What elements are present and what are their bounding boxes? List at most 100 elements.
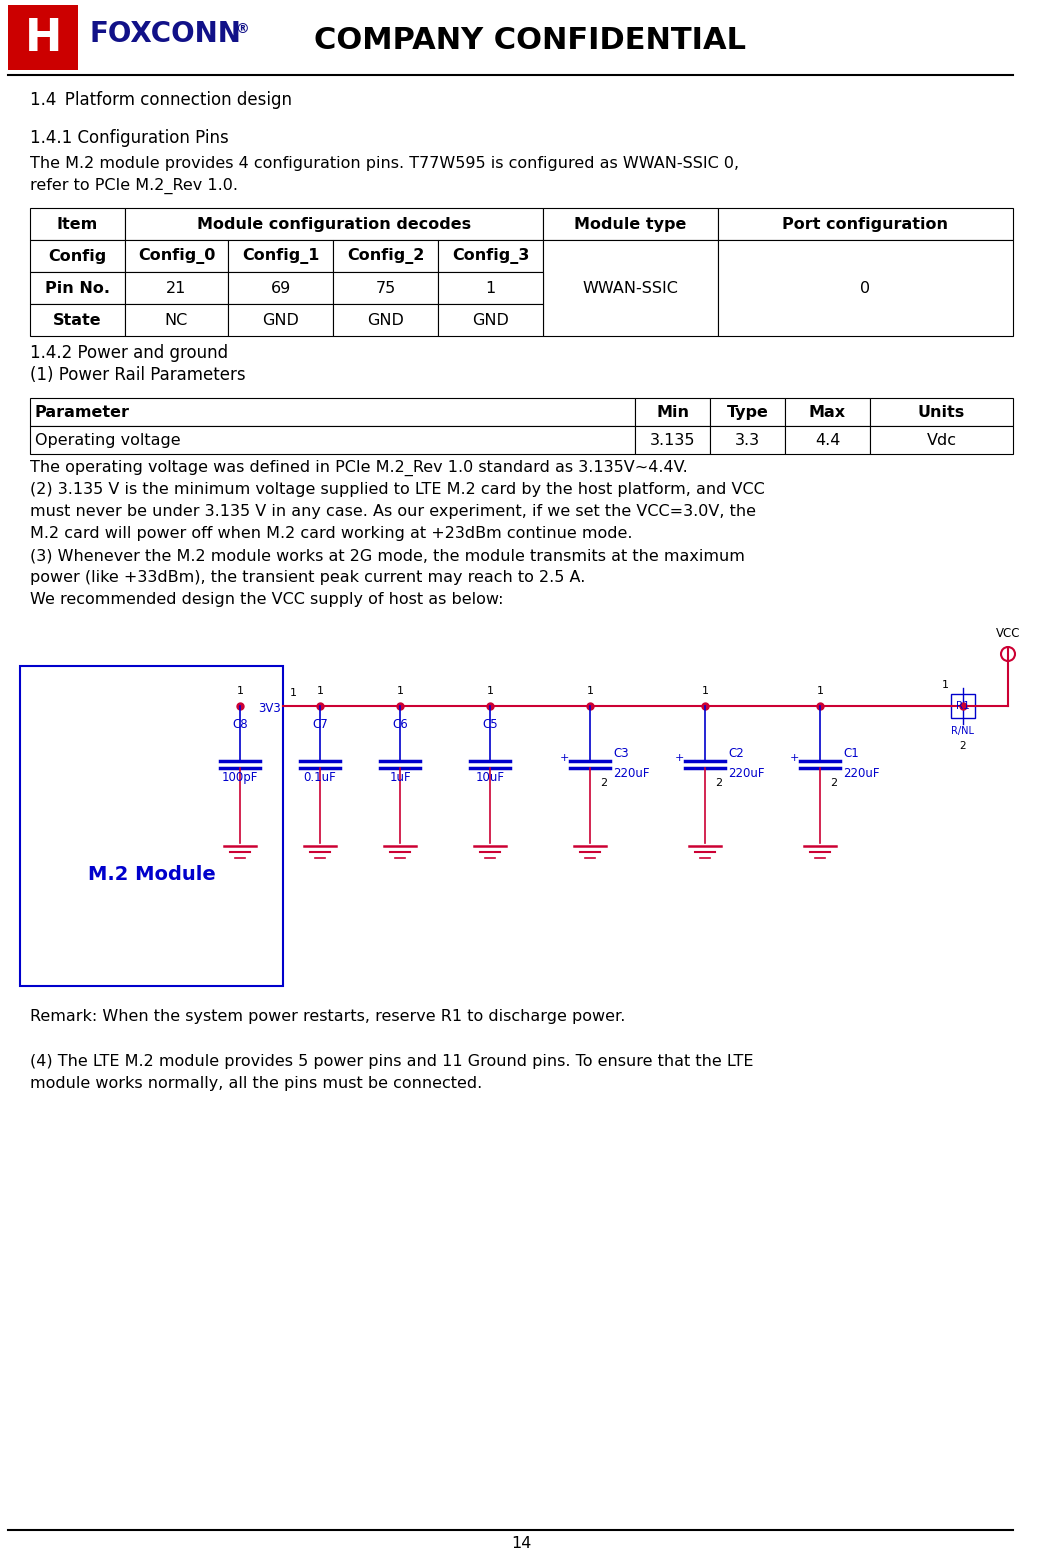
Text: Max: Max <box>809 405 846 419</box>
Text: module works normally, all the pins must be connected.: module works normally, all the pins must… <box>30 1076 482 1091</box>
Text: C2: C2 <box>728 746 744 760</box>
Text: 1: 1 <box>817 687 824 696</box>
Text: 1: 1 <box>485 280 495 296</box>
Text: Item: Item <box>57 216 98 232</box>
Text: C1: C1 <box>843 746 858 760</box>
Text: 2: 2 <box>715 778 723 788</box>
Text: (1) Power Rail Parameters: (1) Power Rail Parameters <box>30 366 245 385</box>
Text: 1: 1 <box>396 687 404 696</box>
Text: 10uF: 10uF <box>476 771 505 783</box>
Text: 1.4 Platform connection design: 1.4 Platform connection design <box>30 90 292 109</box>
Text: 220uF: 220uF <box>613 766 650 780</box>
Bar <box>228 240 333 272</box>
Bar <box>785 427 870 455</box>
Text: (2) 3.135 V is the minimum voltage supplied to LTE M.2 card by the host platform: (2) 3.135 V is the minimum voltage suppl… <box>30 483 765 497</box>
Text: 1: 1 <box>486 687 493 696</box>
Text: 3.3: 3.3 <box>735 433 760 447</box>
Bar <box>635 427 710 455</box>
Bar <box>8 5 78 70</box>
Text: 100pF: 100pF <box>222 771 259 783</box>
Text: Config_0: Config_0 <box>138 248 215 265</box>
Bar <box>710 399 785 427</box>
Text: (4) The LTE M.2 module provides 5 power pins and 11 Ground pins. To ensure that : (4) The LTE M.2 module provides 5 power … <box>30 1054 753 1070</box>
Text: +: + <box>790 754 799 763</box>
Text: Remark: When the system power restarts, reserve R1 to discharge power.: Remark: When the system power restarts, … <box>30 1009 626 1025</box>
Text: 69: 69 <box>270 280 291 296</box>
Text: 1uF: 1uF <box>389 771 411 783</box>
Bar <box>870 427 1013 455</box>
Text: 3.135: 3.135 <box>650 433 696 447</box>
Bar <box>15 635 1028 1001</box>
Bar <box>710 427 785 455</box>
Text: power (like +33dBm), the transient peak current may reach to 2.5 A.: power (like +33dBm), the transient peak … <box>30 570 585 585</box>
Bar <box>125 304 228 336</box>
Bar <box>543 240 718 336</box>
Text: 2: 2 <box>601 778 608 788</box>
Text: C8: C8 <box>233 718 248 730</box>
Text: M.2 card will power off when M.2 card working at +23dBm continue mode.: M.2 card will power off when M.2 card wo… <box>30 526 632 540</box>
Text: Vdc: Vdc <box>926 433 956 447</box>
Text: Min: Min <box>656 405 689 419</box>
Bar <box>870 399 1013 427</box>
Bar <box>30 399 635 427</box>
Text: The M.2 module provides 4 configuration pins. T77W595 is configured as WWAN-SSIC: The M.2 module provides 4 configuration … <box>30 156 739 171</box>
Text: +: + <box>675 754 684 763</box>
Bar <box>333 272 438 304</box>
Text: 1: 1 <box>290 688 296 698</box>
Bar <box>543 209 718 240</box>
Text: 0: 0 <box>860 280 871 296</box>
Bar <box>438 272 543 304</box>
Bar <box>30 240 125 272</box>
Text: R1: R1 <box>956 701 970 712</box>
Text: R/NL: R/NL <box>951 726 974 736</box>
Bar <box>125 240 228 272</box>
Text: 1: 1 <box>237 687 243 696</box>
Text: Type: Type <box>727 405 769 419</box>
Text: GND: GND <box>367 313 404 327</box>
Text: 220uF: 220uF <box>843 766 879 780</box>
Text: H: H <box>25 17 63 59</box>
Bar <box>125 272 228 304</box>
Text: 1: 1 <box>586 687 593 696</box>
Bar <box>438 304 543 336</box>
Bar <box>30 209 125 240</box>
Text: NC: NC <box>165 313 188 327</box>
Text: 0.1uF: 0.1uF <box>304 771 337 783</box>
Text: State: State <box>53 313 102 327</box>
Text: 75: 75 <box>375 280 395 296</box>
Text: Module configuration decodes: Module configuration decodes <box>197 216 471 232</box>
Text: C7: C7 <box>312 718 328 730</box>
Text: Pin No.: Pin No. <box>45 280 110 296</box>
Text: Units: Units <box>918 405 965 419</box>
Text: C5: C5 <box>482 718 498 730</box>
Text: WWAN-SSIC: WWAN-SSIC <box>583 280 678 296</box>
Text: GND: GND <box>262 313 299 327</box>
Text: +: + <box>559 754 568 763</box>
Text: (3) Whenever the M.2 module works at 2G mode, the module transmits at the maximu: (3) Whenever the M.2 module works at 2G … <box>30 548 745 564</box>
Bar <box>333 304 438 336</box>
Text: VCC: VCC <box>996 627 1020 640</box>
Bar <box>718 240 1013 336</box>
Bar <box>785 399 870 427</box>
Bar <box>333 240 438 272</box>
Bar <box>30 272 125 304</box>
Text: 220uF: 220uF <box>728 766 765 780</box>
Text: Parameter: Parameter <box>35 405 130 419</box>
Text: C6: C6 <box>392 718 408 730</box>
Text: 1: 1 <box>702 687 708 696</box>
Bar <box>30 427 635 455</box>
Text: FOXCONN: FOXCONN <box>90 20 242 48</box>
Text: must never be under 3.135 V in any case. As our experiment, if we set the VCC=3.: must never be under 3.135 V in any case.… <box>30 504 756 518</box>
Text: Config_1: Config_1 <box>242 248 319 265</box>
Bar <box>30 304 125 336</box>
Bar <box>718 209 1013 240</box>
Text: ®: ® <box>235 22 248 36</box>
Bar <box>951 694 975 718</box>
Text: C3: C3 <box>613 746 629 760</box>
Text: 1.4.2 Power and ground: 1.4.2 Power and ground <box>30 344 228 361</box>
Text: refer to PCIe M.2_Rev 1.0.: refer to PCIe M.2_Rev 1.0. <box>30 177 238 195</box>
Text: 21: 21 <box>166 280 187 296</box>
Text: M.2 Module: M.2 Module <box>88 864 215 883</box>
Text: 1: 1 <box>942 680 948 690</box>
Text: 3V3: 3V3 <box>259 702 281 715</box>
